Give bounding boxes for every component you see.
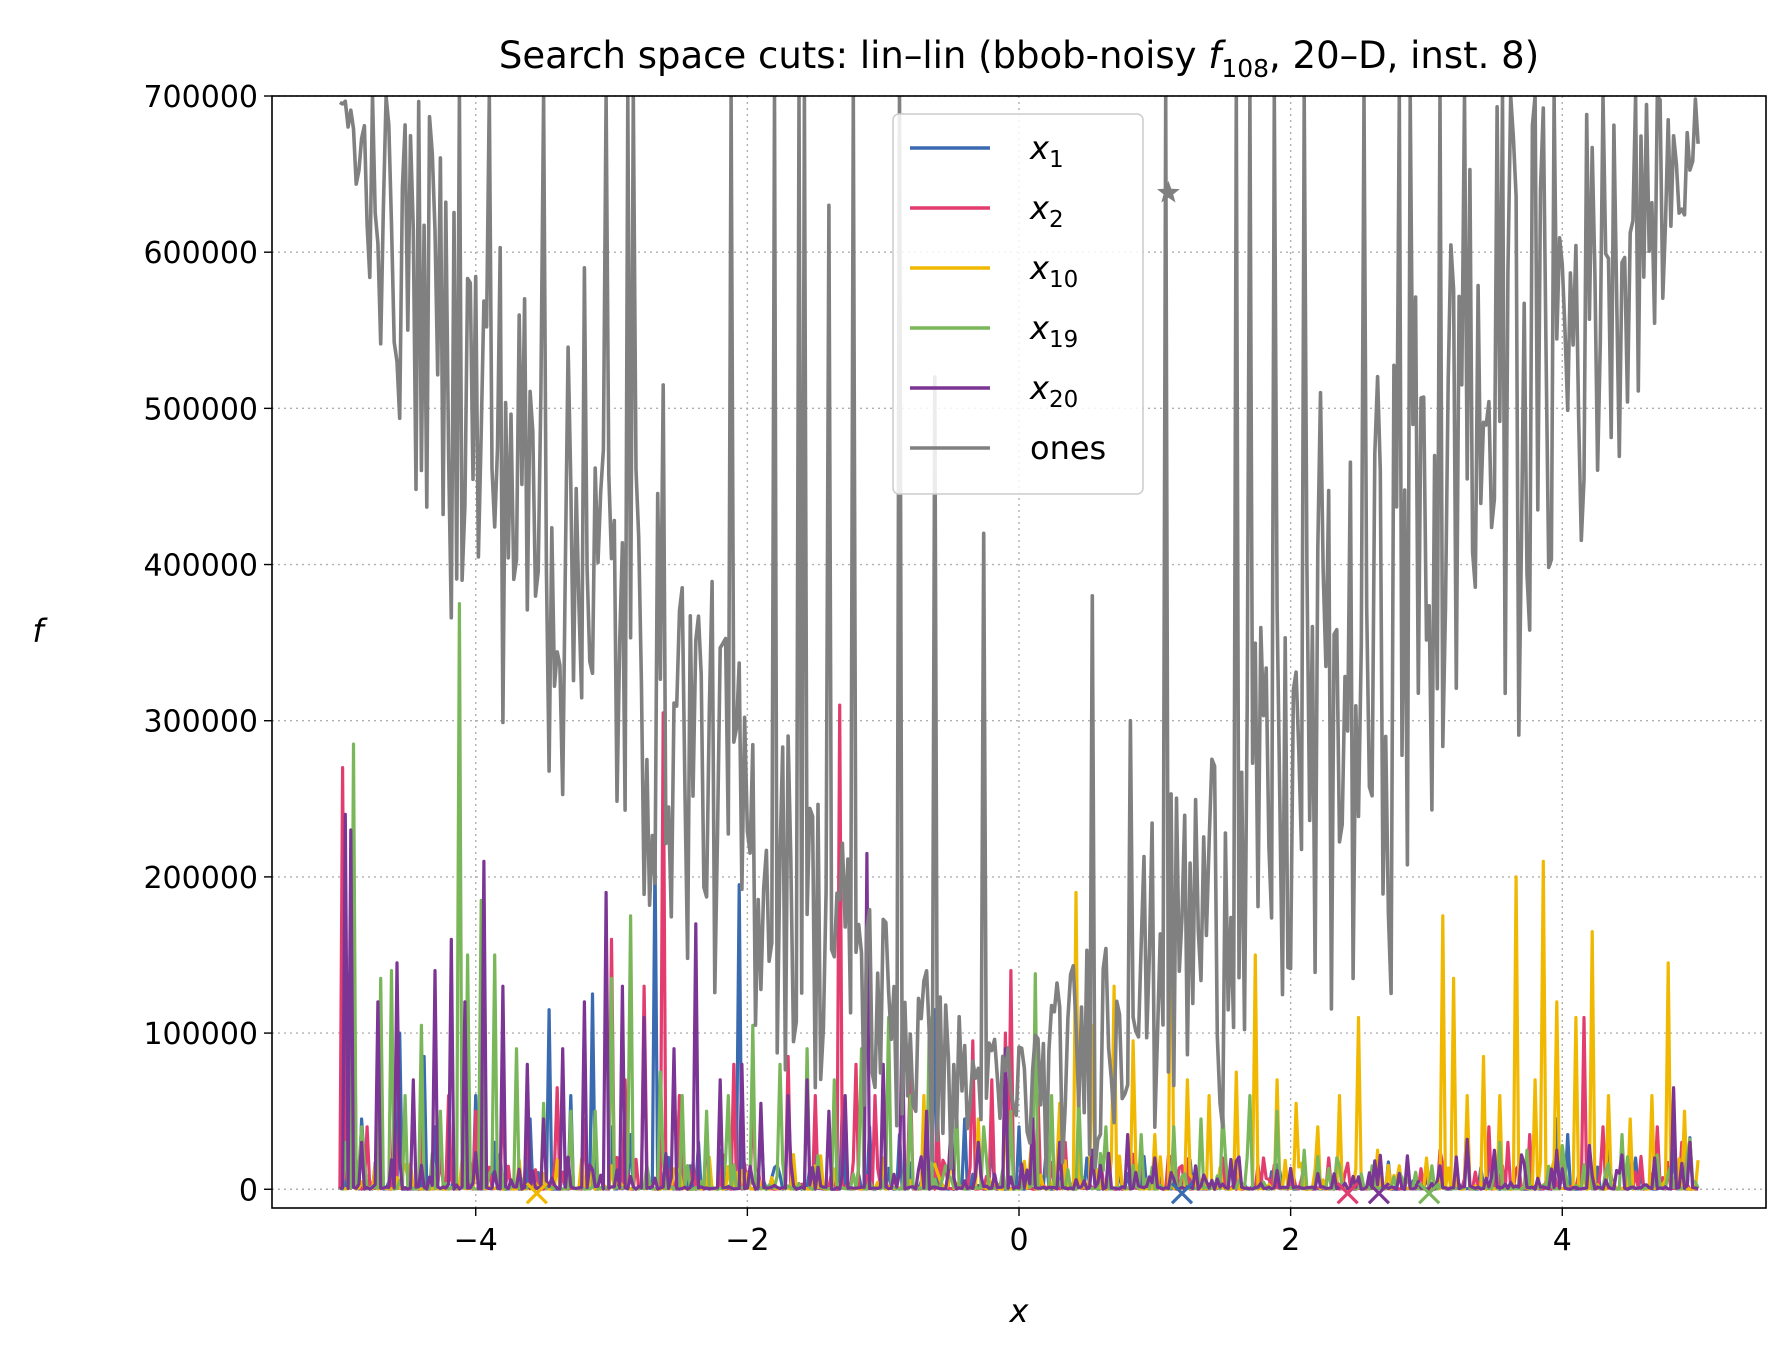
ones-star-marker	[1157, 180, 1180, 203]
y-axis-label: f	[32, 612, 48, 650]
legend-entry: x20	[1029, 369, 1078, 413]
y-axis-ticks: 0 100000 200000 300000 400000 500000 600000 700…	[143, 80, 272, 1208]
y-tick-label: 200000	[143, 861, 258, 896]
chart-title-rest: , 20–D, inst. 8)	[1269, 34, 1539, 77]
y-tick-label: 100000	[143, 1017, 258, 1052]
legend-entry-sub: 1	[1049, 147, 1064, 173]
series-line-ones	[338, 96, 1700, 1178]
y-tick-label: 700000	[143, 80, 258, 115]
y-tick-label: 600000	[143, 236, 258, 271]
y-tick-label: 0	[239, 1173, 258, 1208]
x-axis-ticks: −4 −2 0 2 4	[454, 1208, 1572, 1258]
x-axis-label: x	[1009, 1292, 1030, 1330]
series-line-x20	[339, 812, 1699, 1191]
legend-entry: x2	[1029, 189, 1064, 233]
y-tick-label: 300000	[143, 705, 258, 740]
legend-entry-name: x	[1029, 309, 1050, 347]
chart-title-prefix: Search space cuts: lin–lin (bbob-noisy	[499, 34, 1208, 77]
x-tick-label: 2	[1281, 1223, 1300, 1258]
optimum-marker-x10	[525, 1182, 548, 1205]
legend-entry: x1	[1029, 129, 1064, 173]
legend-entry-name: x	[1029, 189, 1050, 227]
x-tick-label: 0	[1009, 1223, 1028, 1258]
legend-entry-sub: 10	[1049, 267, 1078, 293]
y-tick-label: 500000	[143, 392, 258, 427]
legend-entry-sub: 2	[1049, 207, 1064, 233]
chart-title-func-sub: 108	[1221, 54, 1269, 83]
optimum-marker-x2	[1336, 1182, 1359, 1205]
legend-entry: x10	[1029, 249, 1078, 293]
legend-entry-name: x	[1029, 369, 1050, 407]
optimum-marker-x20	[1367, 1182, 1391, 1205]
legend-entry-sub: 19	[1049, 327, 1078, 353]
legend-entry-sub: 20	[1049, 387, 1078, 413]
chart-title: Search space cuts: lin–lin (bbob-noisy f…	[499, 34, 1539, 83]
legend-entry-name: ones	[1030, 429, 1106, 467]
legend-entry-name: x	[1029, 249, 1050, 287]
x-tick-label: 4	[1553, 1223, 1572, 1258]
legend-entry: ones	[1030, 429, 1106, 467]
optimum-marker-x19	[1418, 1182, 1441, 1205]
y-tick-label: 400000	[143, 549, 258, 584]
legend-entry: x19	[1029, 309, 1078, 353]
optimum-markers	[525, 180, 1441, 1205]
legend-entry-name: x	[1029, 129, 1050, 167]
x-tick-label: −2	[725, 1223, 769, 1258]
plot-area	[338, 96, 1700, 1191]
optimum-marker-x1	[1170, 1182, 1194, 1205]
x-tick-label: −4	[454, 1223, 498, 1258]
